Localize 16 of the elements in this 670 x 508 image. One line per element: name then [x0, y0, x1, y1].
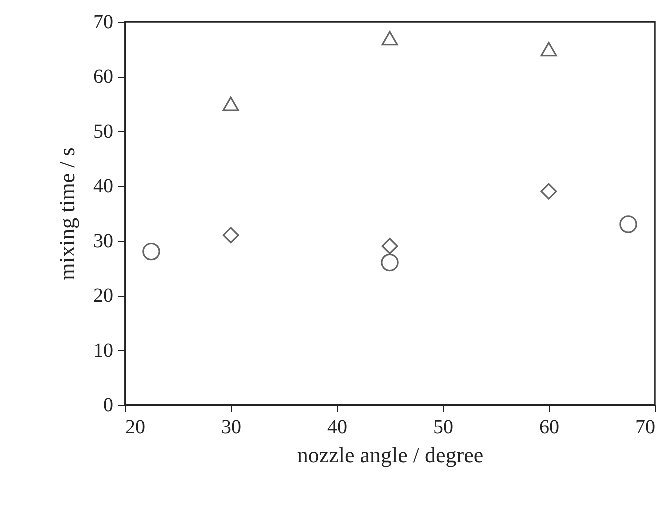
y-tick-label: 20 [94, 285, 114, 308]
y-tick-label: 50 [94, 120, 114, 143]
y-axis-title: mixing time / s [54, 148, 80, 280]
x-tick-label: 30 [222, 416, 242, 438]
x-tick-label: 40 [328, 416, 348, 438]
y-tick-label: 70 [94, 12, 114, 34]
x-tick-label: 20 [126, 416, 146, 438]
x-tick-label: 70 [636, 416, 656, 438]
y-tick-label: 0 [104, 394, 114, 416]
x-tick-label: 60 [540, 416, 560, 438]
y-tick-label: 10 [94, 340, 114, 362]
y-tick-label: 60 [94, 66, 114, 88]
x-tick-label: 50 [434, 416, 454, 438]
y-tick-label: 40 [94, 176, 114, 198]
x-axis-title: nozzle angle / degree [297, 442, 484, 468]
y-tick-label: 30 [94, 230, 114, 252]
